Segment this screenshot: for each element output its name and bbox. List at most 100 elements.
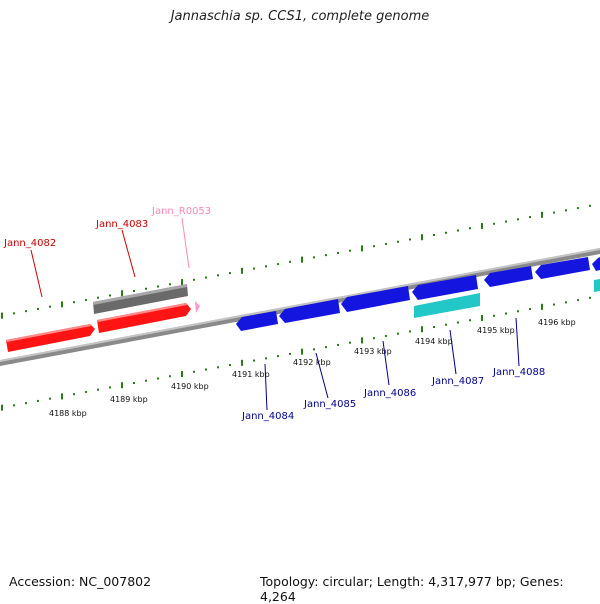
forward-scale-minor-tick	[397, 240, 399, 243]
gene-edge-cds[interactable]	[594, 279, 600, 292]
reverse-scale-major-tick	[541, 303, 543, 310]
forward-scale-minor-tick	[553, 211, 555, 214]
reverse-scale-minor-tick	[13, 404, 15, 407]
reverse-scale-minor-tick	[49, 397, 51, 400]
reverse-scale-minor-tick	[109, 386, 111, 389]
gene-jann-4082-shade	[6, 324, 91, 342]
gene-label-jann-4082: Jann_4082	[3, 238, 56, 249]
reverse-scale-minor-tick	[577, 299, 579, 302]
kbp-label-4195: 4195 kbp	[477, 326, 515, 335]
forward-scale-minor-tick	[577, 207, 579, 210]
forward-scale-minor-tick	[37, 307, 39, 310]
forward-scale-minor-tick	[517, 218, 519, 221]
reverse-scale-minor-tick	[205, 368, 207, 371]
forward-scale-minor-tick	[457, 229, 459, 232]
reverse-scale-minor-tick	[145, 379, 147, 382]
reverse-tick-scale	[1, 296, 591, 411]
kbp-label-4191: 4191 kbp	[232, 370, 270, 379]
gene-jann-4087-arrow[interactable]	[412, 275, 478, 300]
reverse-scale-minor-tick	[325, 346, 327, 349]
gene-next-arrow[interactable]	[535, 257, 590, 279]
reverse-scale-major-tick	[181, 371, 183, 378]
reverse-scale-minor-tick	[253, 359, 255, 362]
reverse-scale-minor-tick	[73, 393, 75, 396]
gene-jann-r0053-arrow[interactable]	[195, 301, 200, 313]
gene-jann-4084-arrow[interactable]	[236, 311, 278, 331]
leader-lines	[30, 217, 520, 411]
reverse-scale-minor-tick	[85, 390, 87, 393]
forward-scale-minor-tick	[505, 220, 507, 223]
kbp-label-4193: 4193 kbp	[354, 347, 392, 356]
reverse-scale-minor-tick	[169, 375, 171, 378]
forward-scale-minor-tick	[337, 251, 339, 254]
reverse-scale-minor-tick	[433, 325, 435, 328]
reverse-scale-minor-tick	[217, 366, 219, 369]
reverse-scale-minor-tick	[313, 348, 315, 351]
forward-scale-major-tick	[301, 256, 303, 263]
gene-jann-4083-arrow[interactable]	[97, 303, 191, 333]
reverse-scale-minor-tick	[589, 296, 591, 299]
reverse-scale-major-tick	[421, 326, 423, 333]
reverse-scale-minor-tick	[37, 399, 39, 402]
gene-jann-4083-upper-feature[interactable]	[93, 284, 188, 314]
forward-tick-scale	[1, 204, 591, 319]
gene-label-jann-4083: Jann_4083	[95, 219, 148, 230]
reverse-scale-minor-tick	[565, 301, 567, 304]
gene-label-jann-4084: Jann_4084	[241, 411, 294, 422]
reverse-scale-minor-tick	[445, 323, 447, 326]
reverse-scale-minor-tick	[133, 381, 135, 384]
reverse-scale-minor-tick	[25, 402, 27, 405]
forward-scale-minor-tick	[469, 227, 471, 230]
gene-jann-4087-cds[interactable]	[414, 293, 480, 318]
reverse-scale-minor-tick	[385, 334, 387, 337]
gene-jann-4085-arrow[interactable]	[279, 299, 340, 323]
accession-text: Accession: NC_007802	[9, 574, 152, 589]
reverse-scale-minor-tick	[229, 364, 231, 367]
gene-edge-arrow[interactable]	[592, 257, 600, 271]
forward-scale-minor-tick	[433, 233, 435, 236]
forward-scale-minor-tick	[409, 238, 411, 241]
reverse-scale-minor-tick	[529, 308, 531, 311]
reverse-scale-major-tick	[361, 337, 363, 344]
gene-jann-4086-arrow[interactable]	[341, 286, 410, 312]
forward-scale-minor-tick	[169, 283, 171, 286]
kbp-label-4189: 4189 kbp	[110, 395, 148, 404]
forward-scale-major-tick	[541, 211, 543, 218]
reverse-scale-major-tick	[61, 393, 63, 400]
kbp-label-4192: 4192 kbp	[293, 358, 331, 367]
forward-scale-major-tick	[121, 290, 123, 297]
forward-scale-minor-tick	[73, 301, 75, 304]
forward-scale-minor-tick	[205, 276, 207, 279]
forward-scale-minor-tick	[253, 267, 255, 270]
forward-scale-major-tick	[1, 312, 3, 319]
forward-scale-major-tick	[481, 223, 483, 230]
forward-scale-major-tick	[361, 245, 363, 252]
gene-label-jann-4085: Jann_4085	[303, 399, 356, 410]
forward-scale-minor-tick	[265, 265, 267, 268]
reverse-scale-minor-tick	[337, 343, 339, 346]
reverse-genes	[236, 257, 600, 331]
forward-scale-minor-tick	[385, 242, 387, 245]
reverse-scale-minor-tick	[409, 330, 411, 333]
reverse-scale-major-tick	[301, 348, 303, 355]
gene-jann-4082-arrow[interactable]	[6, 324, 95, 352]
reverse-scale-major-tick	[1, 404, 3, 411]
reverse-scale-major-tick	[121, 382, 123, 389]
gene-jann-4088-arrow[interactable]	[484, 266, 533, 287]
forward-scale-minor-tick	[289, 260, 291, 263]
gene-label-jann-4088: Jann_4088	[492, 367, 545, 378]
forward-scale-minor-tick	[109, 294, 111, 297]
forward-scale-minor-tick	[145, 287, 147, 290]
reverse-scale-major-tick	[241, 359, 243, 366]
reverse-scale-minor-tick	[517, 310, 519, 313]
reverse-scale-minor-tick	[493, 314, 495, 317]
forward-scale-minor-tick	[133, 289, 135, 292]
forward-scale-minor-tick	[349, 249, 351, 252]
forward-scale-minor-tick	[589, 204, 591, 207]
forward-scale-major-tick	[421, 234, 423, 241]
forward-scale-major-tick	[241, 267, 243, 274]
gene-jann-4083-upper-shade	[93, 284, 187, 305]
forward-scale-minor-tick	[97, 296, 99, 299]
forward-scale-minor-tick	[25, 310, 27, 313]
reverse-scale-major-tick	[481, 315, 483, 322]
